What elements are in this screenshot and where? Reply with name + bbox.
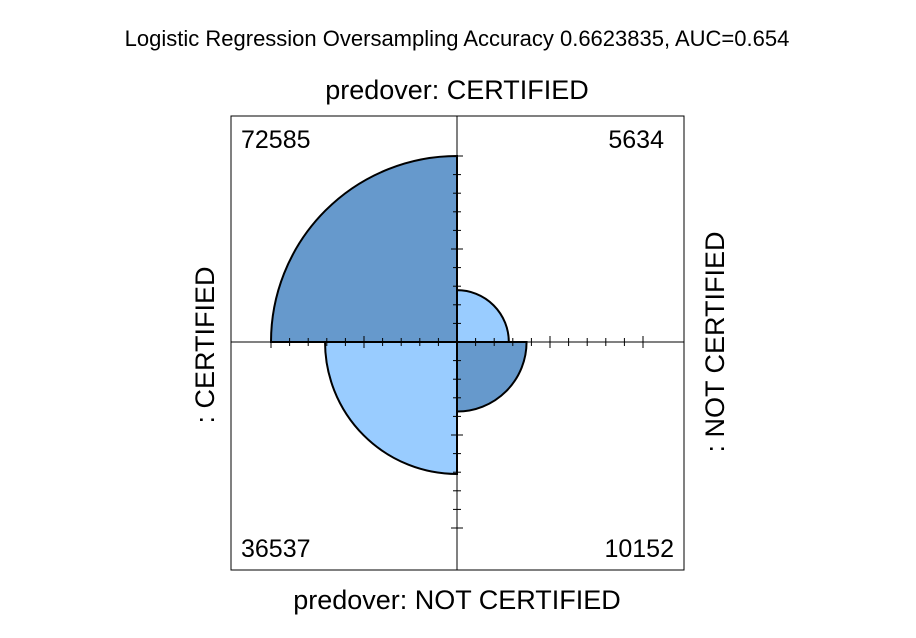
wedge-bottom-right xyxy=(456,341,528,413)
quarter-circle-group xyxy=(269,154,528,475)
count-bottom-left: 36537 xyxy=(241,535,311,563)
center-axes xyxy=(231,116,684,570)
count-bottom-right: 10152 xyxy=(604,535,674,563)
left-label: : CERTIFIED xyxy=(190,266,220,423)
count-top-right: 5634 xyxy=(608,126,664,154)
chart-title: Logistic Regression Oversampling Accurac… xyxy=(125,26,790,51)
top-label: predover: CERTIFIED xyxy=(325,75,589,105)
wedge-bottom-left xyxy=(324,341,458,475)
wedge-top-left xyxy=(269,154,458,343)
count-top-left: 72585 xyxy=(241,126,311,154)
right-label: : NOT CERTIFIED xyxy=(700,231,730,452)
bottom-label: predover: NOT CERTIFIED xyxy=(293,585,621,615)
wedge-top-right xyxy=(456,289,510,343)
